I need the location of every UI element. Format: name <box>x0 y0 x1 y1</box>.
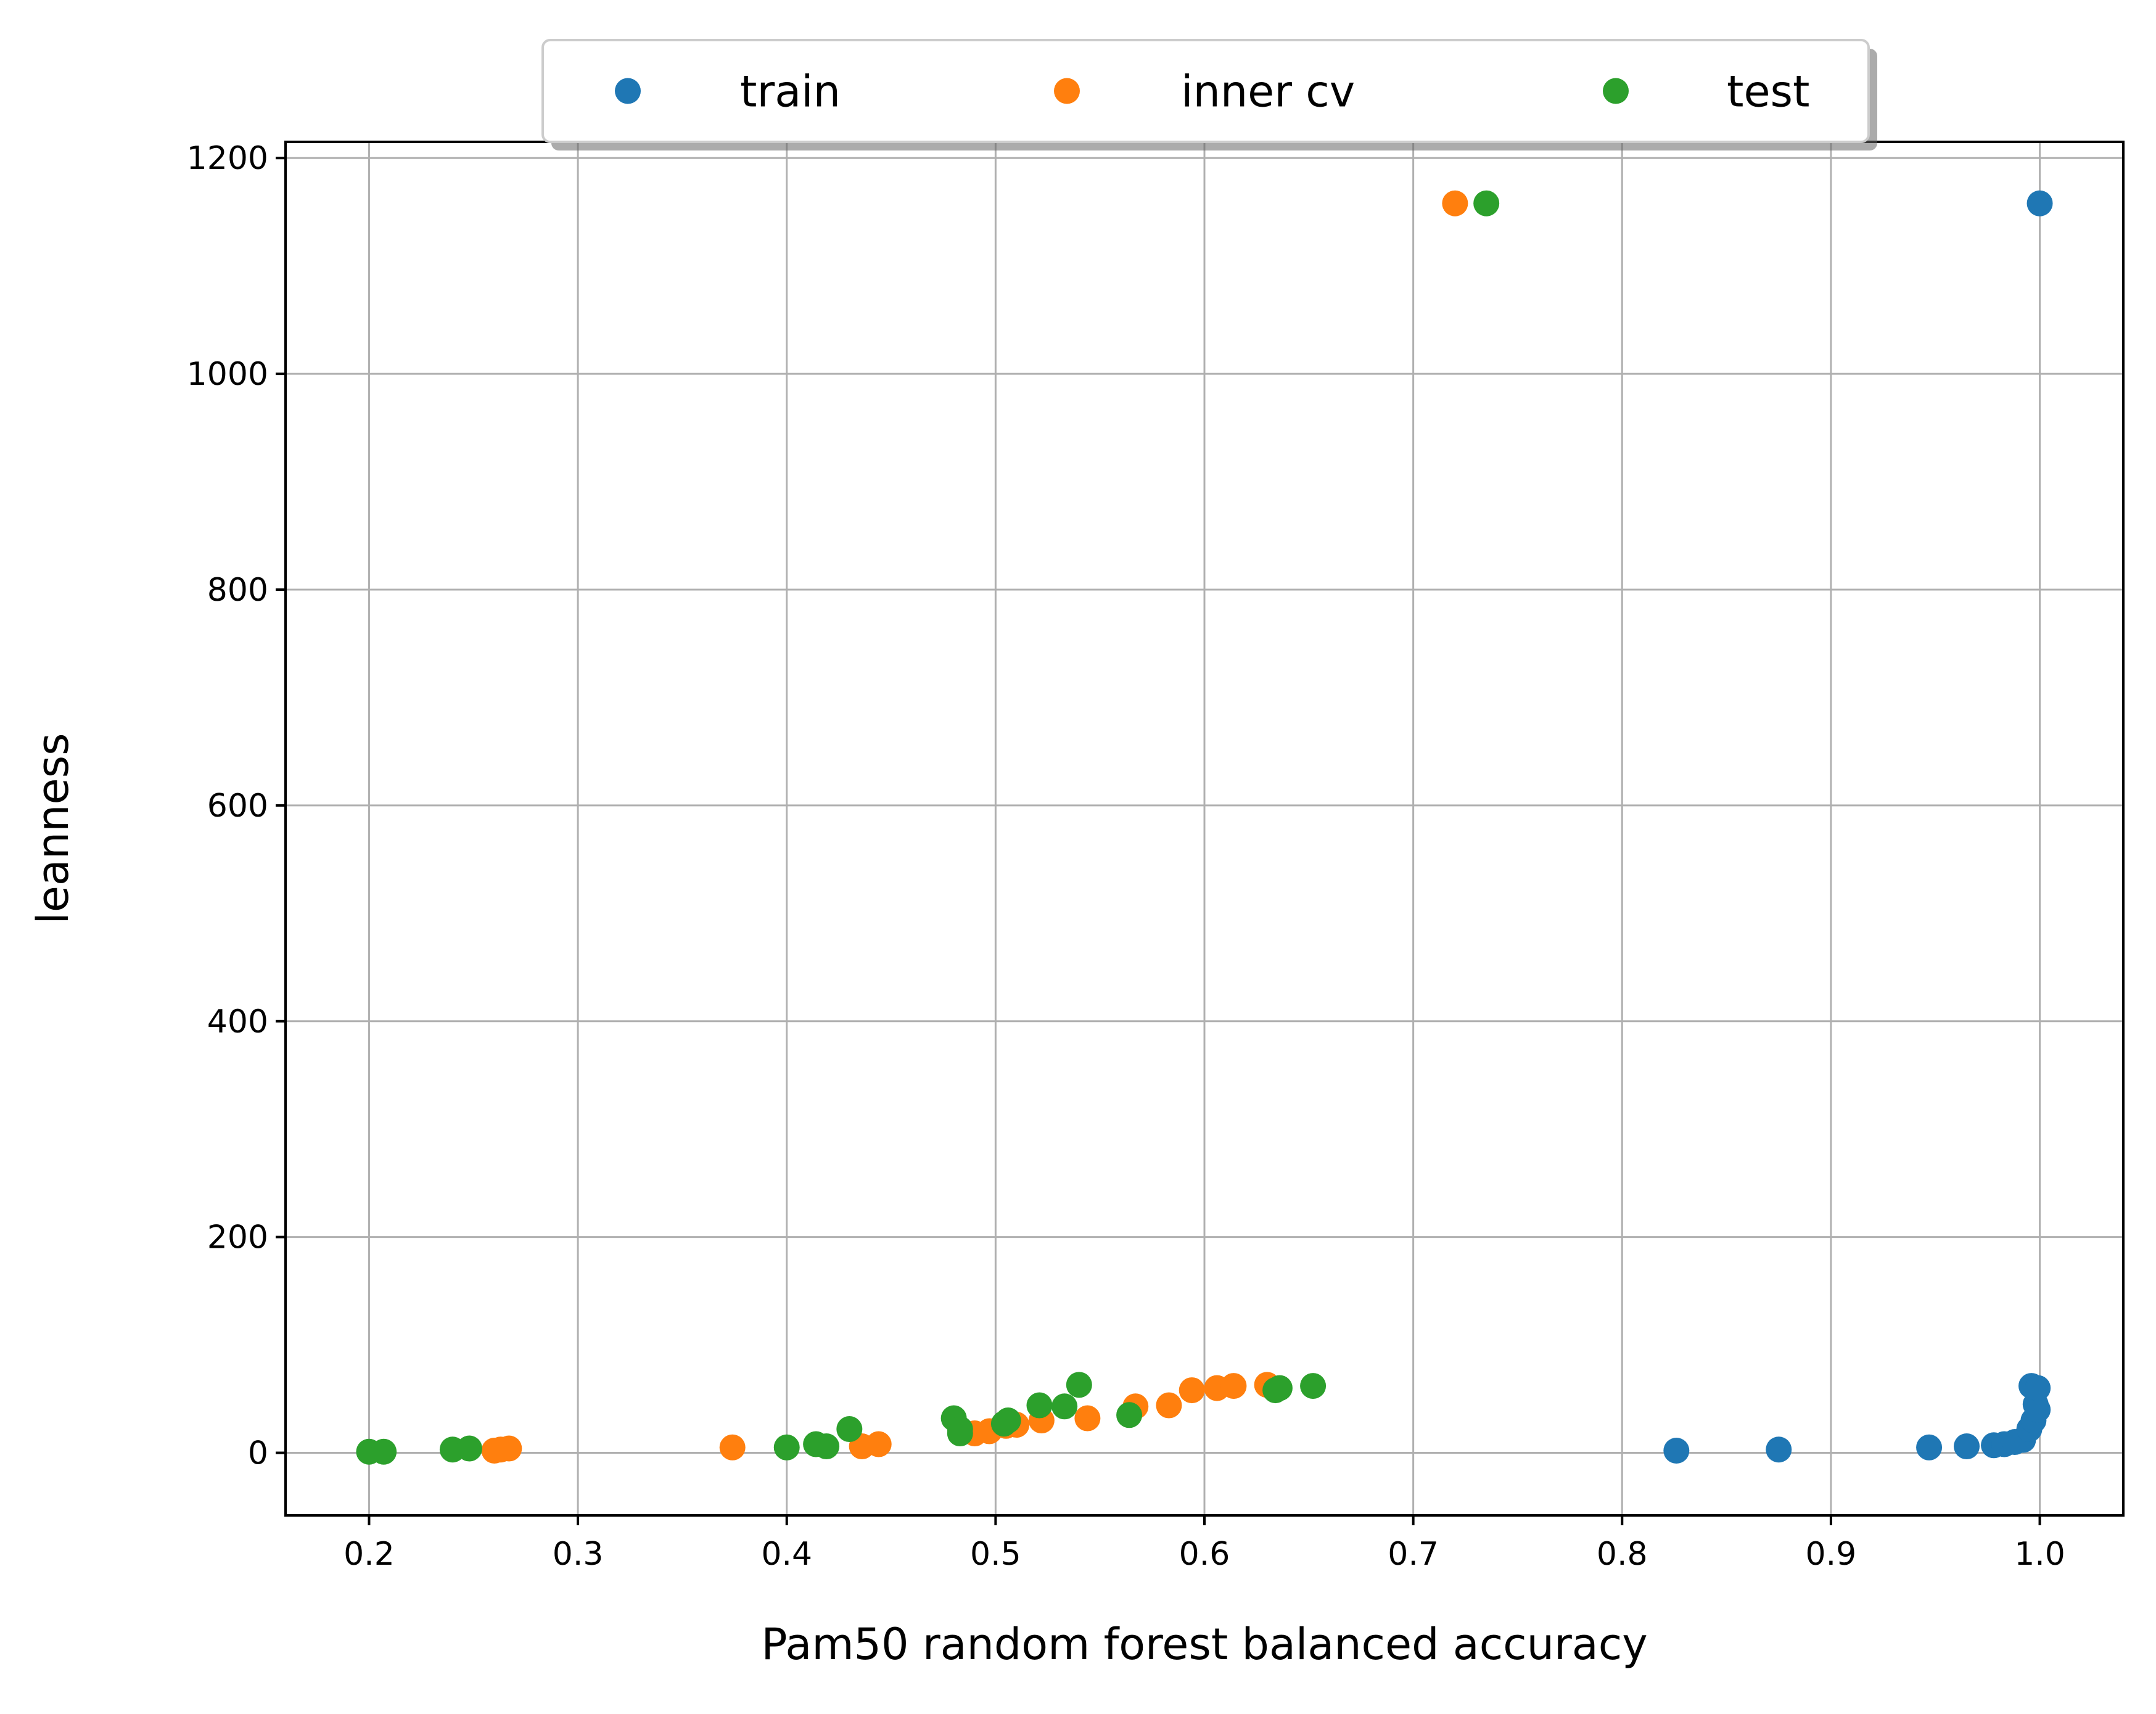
point-inner-cv <box>496 1435 522 1462</box>
point-test <box>1026 1392 1053 1419</box>
x-tick-label: 0.2 <box>344 1536 395 1573</box>
point-test <box>1300 1373 1327 1399</box>
point-test <box>1473 190 1500 216</box>
y-tick-label: 600 <box>207 788 268 825</box>
legend-label: train <box>740 67 841 117</box>
point-test <box>1066 1372 1092 1398</box>
point-test <box>773 1434 800 1461</box>
x-tick-label: 0.9 <box>1806 1536 1857 1573</box>
x-tick-label: 0.5 <box>970 1536 1021 1573</box>
data-points <box>356 190 2053 1465</box>
x-tick-label: 0.6 <box>1179 1536 1230 1573</box>
point-test <box>1116 1402 1143 1428</box>
point-inner-cv <box>719 1434 746 1461</box>
point-inner-cv <box>1220 1373 1247 1399</box>
legend-label: test <box>1727 67 1809 117</box>
point-test <box>1051 1393 1078 1420</box>
point-inner-cv <box>1074 1405 1101 1432</box>
point-test <box>995 1407 1021 1434</box>
legend-box <box>541 39 1870 143</box>
point-train <box>2025 1396 2051 1423</box>
axis-ticks: 0.2 0.3 0.4 0.5 0.6 0.7 0.8 0.9 1.0 0 200 400 600 800… <box>187 140 2065 1573</box>
y-tick-label: 200 <box>207 1219 268 1256</box>
point-train <box>1766 1436 1792 1463</box>
point-train <box>1663 1438 1690 1464</box>
x-tick-label: 1.0 <box>2014 1536 2065 1573</box>
point-train <box>1916 1434 1943 1461</box>
legend-label: inner cv <box>1181 67 1355 117</box>
y-tick-label: 1200 <box>187 140 268 177</box>
x-tick-label: 0.7 <box>1388 1536 1439 1573</box>
legend-marker-test <box>1603 78 1629 104</box>
point-inner-cv <box>1442 190 1468 216</box>
y-axis-title: leanness <box>28 733 78 924</box>
x-tick-label: 0.3 <box>553 1536 604 1573</box>
point-train <box>1954 1433 1980 1460</box>
x-tick-label: 0.4 <box>761 1536 812 1573</box>
point-inner-cv <box>1156 1392 1182 1419</box>
x-tick-label: 0.8 <box>1597 1536 1648 1573</box>
legend-marker-inner-cv <box>1054 78 1080 104</box>
y-tick-label: 0 <box>248 1435 268 1472</box>
y-tick-label: 1000 <box>187 356 268 393</box>
point-inner-cv <box>1179 1377 1205 1404</box>
point-test <box>947 1420 973 1447</box>
point-inner-cv <box>865 1431 892 1457</box>
point-test <box>456 1435 482 1462</box>
legend: train inner cv test <box>541 39 1877 150</box>
point-test <box>1266 1375 1293 1401</box>
point-train <box>2026 190 2053 216</box>
point-test <box>836 1416 863 1443</box>
point-test <box>371 1438 397 1465</box>
point-test <box>813 1433 840 1460</box>
grid-lines <box>286 142 2123 1515</box>
y-tick-label: 800 <box>207 572 268 609</box>
x-axis-title: Pam50 random forest balanced accuracy <box>761 1619 1647 1670</box>
legend-marker-train <box>615 78 641 104</box>
y-tick-label: 400 <box>207 1003 268 1040</box>
point-train <box>2025 1375 2051 1401</box>
